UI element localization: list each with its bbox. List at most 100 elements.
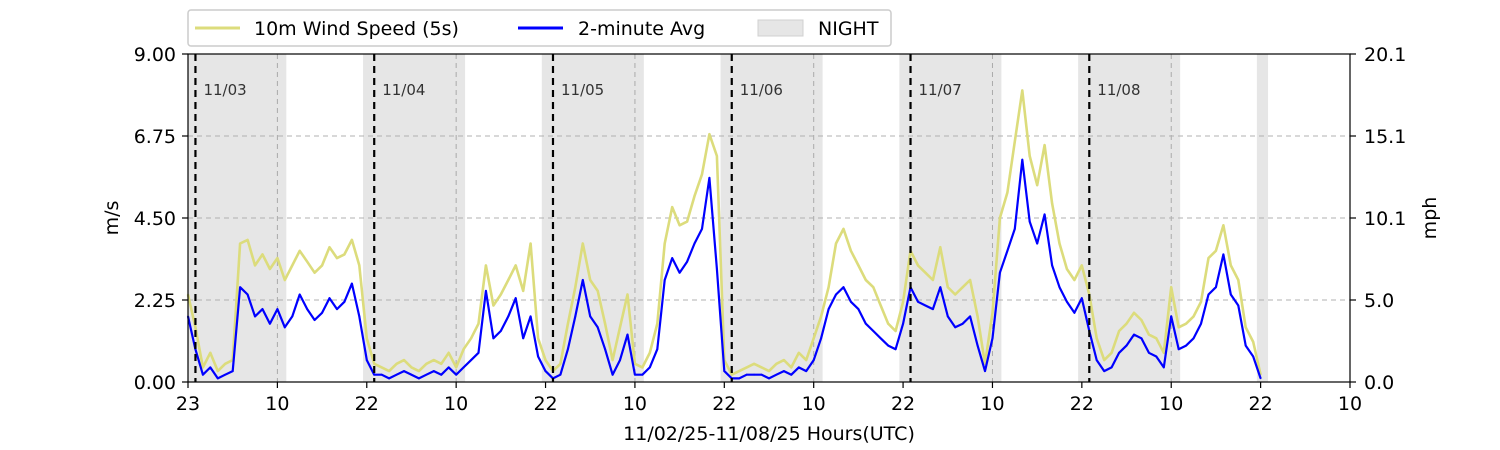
series-1-point-69 [701, 228, 703, 230]
series-1-point-50 [559, 373, 562, 376]
series-1-point-115 [1043, 213, 1046, 216]
series-0-point-37 [462, 348, 465, 351]
series-0-point-30 [410, 366, 413, 369]
series-0-point-116 [1051, 202, 1053, 205]
night-band-3 [720, 54, 823, 382]
series-layer [186, 89, 1262, 380]
series-0-point-134 [1185, 322, 1188, 325]
series-1-point-64 [663, 279, 666, 281]
series-0-point-69 [701, 173, 703, 176]
series-0-point-141 [1237, 279, 1240, 281]
series-0-point-55 [596, 289, 599, 292]
series-1-point-95 [894, 348, 897, 351]
series-1-point-12 [276, 308, 279, 311]
y-axis-label-left: m/s [101, 201, 123, 236]
series-1-point-18 [321, 311, 323, 314]
series-0-point-76 [753, 362, 756, 365]
series-0-point-47 [537, 337, 539, 340]
series-1-point-35 [447, 366, 450, 369]
series-0-point-73 [730, 373, 733, 376]
series-0-point-59 [626, 293, 629, 296]
series-0-point-102 [946, 286, 949, 289]
series-1-point-108 [991, 337, 994, 340]
series-0-point-111 [1013, 140, 1016, 143]
x-tick-label-0: 23 [176, 393, 200, 415]
series-0-point-91 [864, 279, 867, 281]
series-1-point-22 [350, 282, 353, 285]
series-0-point-31 [418, 370, 420, 372]
series-1-point-93 [879, 337, 882, 340]
y-left-tick-label-3: 6.75 [134, 126, 176, 148]
series-1-point-46 [529, 315, 532, 318]
series-1-point-103 [954, 326, 957, 329]
series-1-point-56 [604, 348, 607, 351]
series-1-point-14 [291, 315, 294, 318]
series-0-point-54 [589, 279, 592, 281]
series-1-point-51 [566, 348, 569, 351]
series-1-point-126 [1125, 344, 1128, 347]
series-0-point-88 [842, 228, 845, 230]
series-0-point-40 [485, 264, 487, 267]
series-1-point-116 [1051, 264, 1053, 267]
series-0-point-20 [336, 257, 338, 259]
series-0-point-32 [425, 362, 428, 365]
series-1-point-27 [388, 377, 391, 380]
series-0-point-99 [924, 271, 927, 274]
series-0-point-41 [492, 304, 495, 307]
series-1-point-59 [626, 333, 629, 336]
y-left-tick-label-0: 0.00 [134, 372, 176, 394]
series-0-point-143 [1252, 341, 1255, 343]
series-1-point-113 [1028, 220, 1031, 223]
series-1-point-9 [254, 315, 256, 318]
series-1-point-33 [432, 370, 435, 372]
day-label-5: 11/08 [1097, 81, 1140, 99]
series-1-point-60 [634, 373, 636, 376]
series-0-point-100 [931, 279, 934, 281]
series-0-point-142 [1244, 326, 1247, 329]
series-0-point-128 [1140, 319, 1143, 321]
series-1-point-62 [648, 366, 651, 369]
series-1-point-94 [887, 344, 890, 347]
series-1-point-29 [403, 370, 405, 372]
series-1-point-10 [261, 308, 264, 311]
series-1-point-131 [1162, 366, 1165, 369]
series-1-point-66 [678, 271, 681, 274]
series-1-point-17 [313, 319, 316, 321]
series-1-point-37 [462, 366, 465, 369]
day-label-0: 11/03 [203, 81, 246, 99]
series-0-point-105 [969, 279, 972, 281]
series-0-point-4 [216, 370, 219, 372]
series-1-point-43 [507, 315, 510, 318]
series-1-point-106 [976, 344, 979, 347]
series-0-point-39 [477, 322, 480, 325]
series-0-point-75 [745, 366, 748, 369]
series-1-point-118 [1066, 300, 1068, 303]
series-1-point-45 [522, 337, 525, 340]
series-1-point-24 [365, 359, 368, 362]
series-1-point-75 [745, 373, 748, 376]
series-1-point-99 [924, 304, 927, 307]
legend-label-night: NIGHT [818, 18, 879, 40]
series-0-point-106 [976, 315, 979, 318]
series-0-point-27 [388, 370, 391, 372]
grid-layer [188, 135, 1350, 301]
series-0-point-35 [447, 351, 450, 354]
series-0-point-89 [850, 249, 852, 252]
series-0-point-133 [1177, 326, 1180, 329]
y-right-tick-label-4: 20.1 [1364, 44, 1406, 66]
series-0-point-12 [276, 257, 279, 259]
series-0-point-25 [373, 362, 376, 365]
x-tick-label-13: 10 [1338, 393, 1362, 415]
series-1-point-70 [708, 177, 711, 179]
series-1-point-119 [1073, 311, 1076, 314]
series-1-point-74 [738, 377, 741, 380]
series-0-point-15 [298, 249, 301, 252]
series-0-point-136 [1200, 300, 1202, 303]
series-1-point-104 [961, 322, 964, 325]
series-0-point-60 [634, 362, 636, 365]
series-1-point-3 [209, 366, 212, 369]
x-tick-label-2: 22 [355, 393, 379, 415]
series-0-point-81 [790, 366, 793, 369]
series-1-point-141 [1237, 304, 1240, 307]
series-0-point-70 [708, 133, 711, 136]
